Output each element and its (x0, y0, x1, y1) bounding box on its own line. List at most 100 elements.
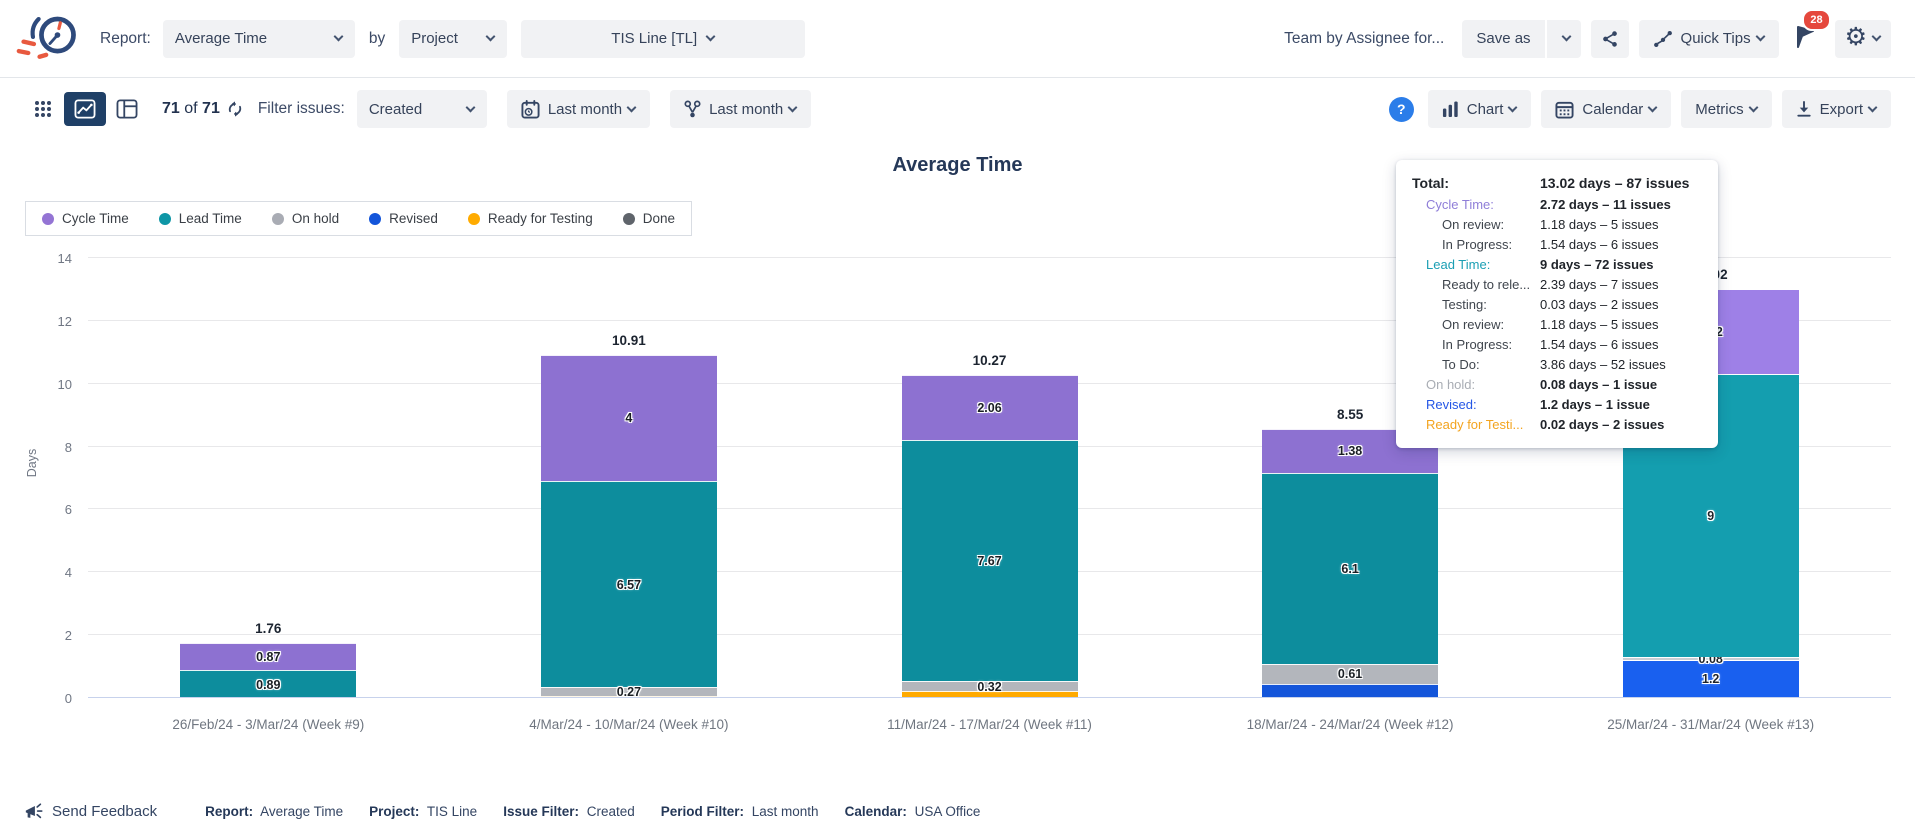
tooltip-row: On review: 1.18 days – 5 issues (1412, 215, 1702, 235)
refresh-button[interactable] (226, 100, 244, 118)
bar-segment-cycle-time[interactable]: 2.06 (901, 375, 1078, 440)
chevron-down-icon (333, 31, 344, 42)
chevron-down-icon (705, 31, 716, 42)
branch-icon (684, 100, 701, 117)
tooltip-row: In Progress: 1.54 days – 6 issues (1412, 335, 1702, 355)
bar-segment-on-hold[interactable]: 0.61 (1262, 664, 1439, 684)
tooltip-row: To Do: 3.86 days – 52 issues (1412, 355, 1702, 375)
tooltip-row-value: 1.2 days – 1 issue (1540, 397, 1650, 412)
period-filter-button[interactable]: Last month (506, 90, 651, 128)
tooltip-row-value: 3.86 days – 52 issues (1540, 357, 1666, 372)
x-axis-label: 11/Mar/24 - 17/Mar/24 (Week #11) (887, 717, 1092, 732)
grid-icon (35, 101, 51, 117)
tooltip-row-value: 2.39 days – 7 issues (1540, 277, 1659, 292)
chevron-down-icon (787, 102, 798, 112)
bar-segment-lead-time[interactable]: 6.57 (540, 480, 717, 688)
footer-summary-label: Report: (205, 803, 254, 819)
legend-item-4[interactable]: Ready for Testing (467, 211, 593, 226)
chevron-down-icon (1748, 102, 1759, 112)
y-axis-title: Days (25, 448, 40, 478)
app-header: Report: Average Time by Project TIS Line… (0, 0, 1915, 78)
footer-summary-value: Average Time (257, 803, 344, 819)
bar-segment-revised[interactable] (1262, 683, 1439, 698)
board-view-button[interactable] (106, 92, 148, 126)
app-logo (16, 9, 82, 68)
save-as-button[interactable]: Save as (1462, 19, 1545, 58)
count-total: 71 (202, 100, 220, 117)
quick-tips-button[interactable]: Quick Tips (1638, 19, 1779, 58)
legend-label: Revised (389, 211, 438, 226)
sprint-filter-button[interactable]: Last month (670, 90, 812, 128)
save-as-dropdown-button[interactable] (1546, 19, 1581, 58)
calendar-button[interactable]: Calendar (1541, 90, 1672, 128)
bar-segment-revised[interactable]: 1.2 (1622, 659, 1799, 698)
bar-segment-lead-time[interactable]: 7.67 (901, 439, 1078, 682)
bar-segment-on-hold[interactable]: 0.08 (1622, 652, 1799, 666)
group-by-value: Project (411, 30, 458, 47)
settings-button[interactable]: ⚙ (1834, 19, 1891, 58)
segment-value-label: 1.38 (1337, 444, 1363, 459)
calendar-icon (1555, 101, 1574, 119)
chevron-down-icon (626, 102, 637, 112)
flag-icon (1796, 26, 1814, 48)
y-tick-label: 14 (57, 251, 72, 266)
legend-item-1[interactable]: Lead Time (158, 211, 242, 226)
report-type-select[interactable]: Average Time (162, 19, 355, 58)
bar-segment-ready-for-testing[interactable] (540, 695, 717, 698)
chevron-down-icon (465, 102, 476, 112)
sprint-filter-value: Last month (709, 100, 784, 118)
legend-item-5[interactable]: Done (622, 211, 675, 226)
legend-item-2[interactable]: On hold (271, 211, 339, 226)
legend-item-3[interactable]: Revised (369, 211, 438, 226)
footer-summary-item-4: Calendar: USA Office (845, 804, 981, 819)
legend-swatch (467, 212, 480, 225)
bar-segment-on-hold[interactable]: 0.32 (901, 680, 1078, 694)
filter-issues-label: Filter issues: (257, 100, 345, 117)
send-feedback-link[interactable]: Send Feedback (24, 802, 157, 821)
tooltip-row: In Progress: 1.54 days – 6 issues (1412, 235, 1702, 255)
bar-segment-lead-time[interactable]: 0.89 (180, 670, 357, 698)
report-doc-title[interactable]: Team by Assignee for... (1284, 29, 1445, 47)
tooltip-row: Cycle Time: 2.72 days – 11 issues (1412, 195, 1702, 215)
megaphone-icon (25, 803, 43, 819)
notifications-button[interactable]: 28 (1795, 9, 1831, 54)
tooltip-row-value: 0.08 days – 1 issue (1540, 377, 1658, 392)
metrics-button[interactable]: Metrics (1681, 90, 1772, 128)
bar-segment-ready-for-testing[interactable] (901, 691, 1078, 698)
calendar-clock-icon (521, 99, 540, 119)
footer-summary-value: TIS Line (423, 803, 478, 819)
grid-view-button[interactable] (22, 92, 64, 126)
legend-swatch (158, 212, 171, 225)
footer-summary-label: Issue Filter: (503, 803, 579, 819)
tooltip-row: Revised: 1.2 days – 1 issue (1412, 395, 1702, 415)
tooltip-row-value: 0.03 days – 2 issues (1540, 297, 1659, 312)
bar-segment-cycle-time[interactable]: 0.87 (180, 642, 357, 671)
report-type-value: Average Time (174, 30, 268, 47)
legend-item-0[interactable]: Cycle Time (42, 211, 129, 226)
chart-view-button[interactable] (64, 92, 106, 126)
segment-value-label: 1.2 (1701, 672, 1720, 687)
issue-filter-select[interactable]: Created (356, 90, 487, 128)
share-button[interactable] (1590, 19, 1629, 58)
tooltip-row-label: On review: (1442, 317, 1505, 332)
chart-title: Average Time (892, 154, 1023, 176)
chart-tooltip-rows: Total: 13.02 days – 87 issues Cycle Time: 2… (1412, 172, 1702, 435)
export-button[interactable]: Export (1781, 90, 1891, 128)
tooltip-row-label: Ready for Testi... (1426, 417, 1524, 432)
tooltip-row: Total: 13.02 days – 87 issues (1412, 172, 1702, 195)
gridline (88, 319, 1891, 321)
legend-swatch (622, 212, 635, 225)
bar-segment-lead-time[interactable]: 6.1 (1262, 472, 1439, 665)
bar-total-label: 1.76 (255, 620, 282, 636)
segment-value-label: 0.87 (256, 649, 281, 664)
help-button[interactable]: ? (1388, 96, 1414, 122)
chart-type-button[interactable]: Chart (1427, 90, 1532, 128)
route-steps-icon (1653, 30, 1672, 47)
chevron-down-icon (1647, 102, 1658, 112)
legend-swatch (42, 212, 54, 225)
bar-segment-on-hold[interactable]: 0.27 (540, 685, 717, 699)
bar-segment-cycle-time[interactable]: 4 (540, 355, 717, 481)
footer-summary-value: USA Office (910, 803, 981, 819)
group-by-select[interactable]: Project (399, 19, 508, 58)
project-select[interactable]: TIS Line [TL] (521, 19, 806, 58)
